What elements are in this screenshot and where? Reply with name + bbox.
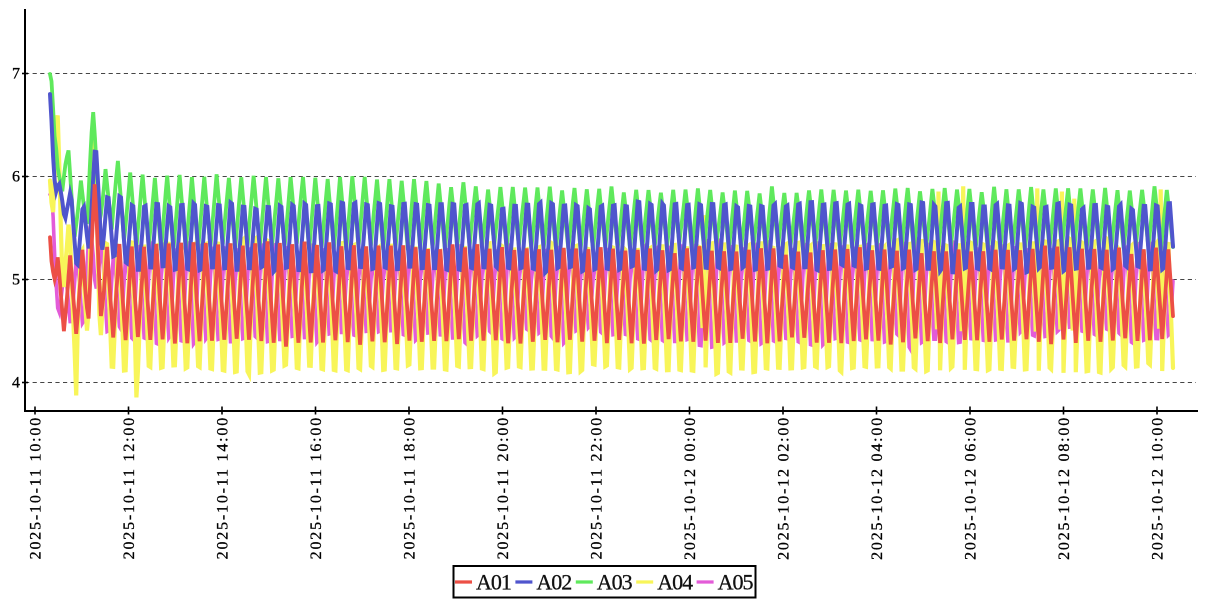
svg-text:5: 5 (12, 272, 20, 289)
svg-text:2025-10-12 08:00: 2025-10-12 08:00 (1056, 416, 1073, 560)
svg-text:2025-10-12 02:00: 2025-10-12 02:00 (776, 416, 793, 560)
svg-text:A04: A04 (657, 570, 693, 595)
svg-text:2025-10-12 06:00: 2025-10-12 06:00 (963, 416, 980, 560)
svg-text:4: 4 (12, 375, 20, 392)
svg-text:6: 6 (12, 169, 20, 186)
svg-text:2025-10-11 20:00: 2025-10-11 20:00 (495, 416, 512, 559)
svg-text:2025-10-11 14:00: 2025-10-11 14:00 (215, 416, 232, 559)
svg-text:2025-10-11 16:00: 2025-10-11 16:00 (308, 416, 325, 559)
svg-text:2025-10-12 10:00: 2025-10-12 10:00 (1150, 416, 1167, 560)
svg-text:2025-10-11 12:00: 2025-10-11 12:00 (121, 416, 138, 559)
svg-text:2025-10-12 04:00: 2025-10-12 04:00 (869, 416, 886, 560)
svg-text:2025-10-11 10:00: 2025-10-11 10:00 (28, 416, 45, 559)
svg-text:A01: A01 (476, 570, 511, 595)
svg-text:A02: A02 (536, 570, 571, 595)
svg-text:7: 7 (12, 66, 20, 83)
svg-text:A03: A03 (597, 570, 633, 595)
svg-text:A05: A05 (718, 570, 754, 595)
svg-text:2025-10-11 22:00: 2025-10-11 22:00 (589, 416, 606, 559)
svg-text:2025-10-12 00:00: 2025-10-12 00:00 (682, 416, 699, 560)
svg-text:2025-10-11 18:00: 2025-10-11 18:00 (402, 416, 419, 559)
